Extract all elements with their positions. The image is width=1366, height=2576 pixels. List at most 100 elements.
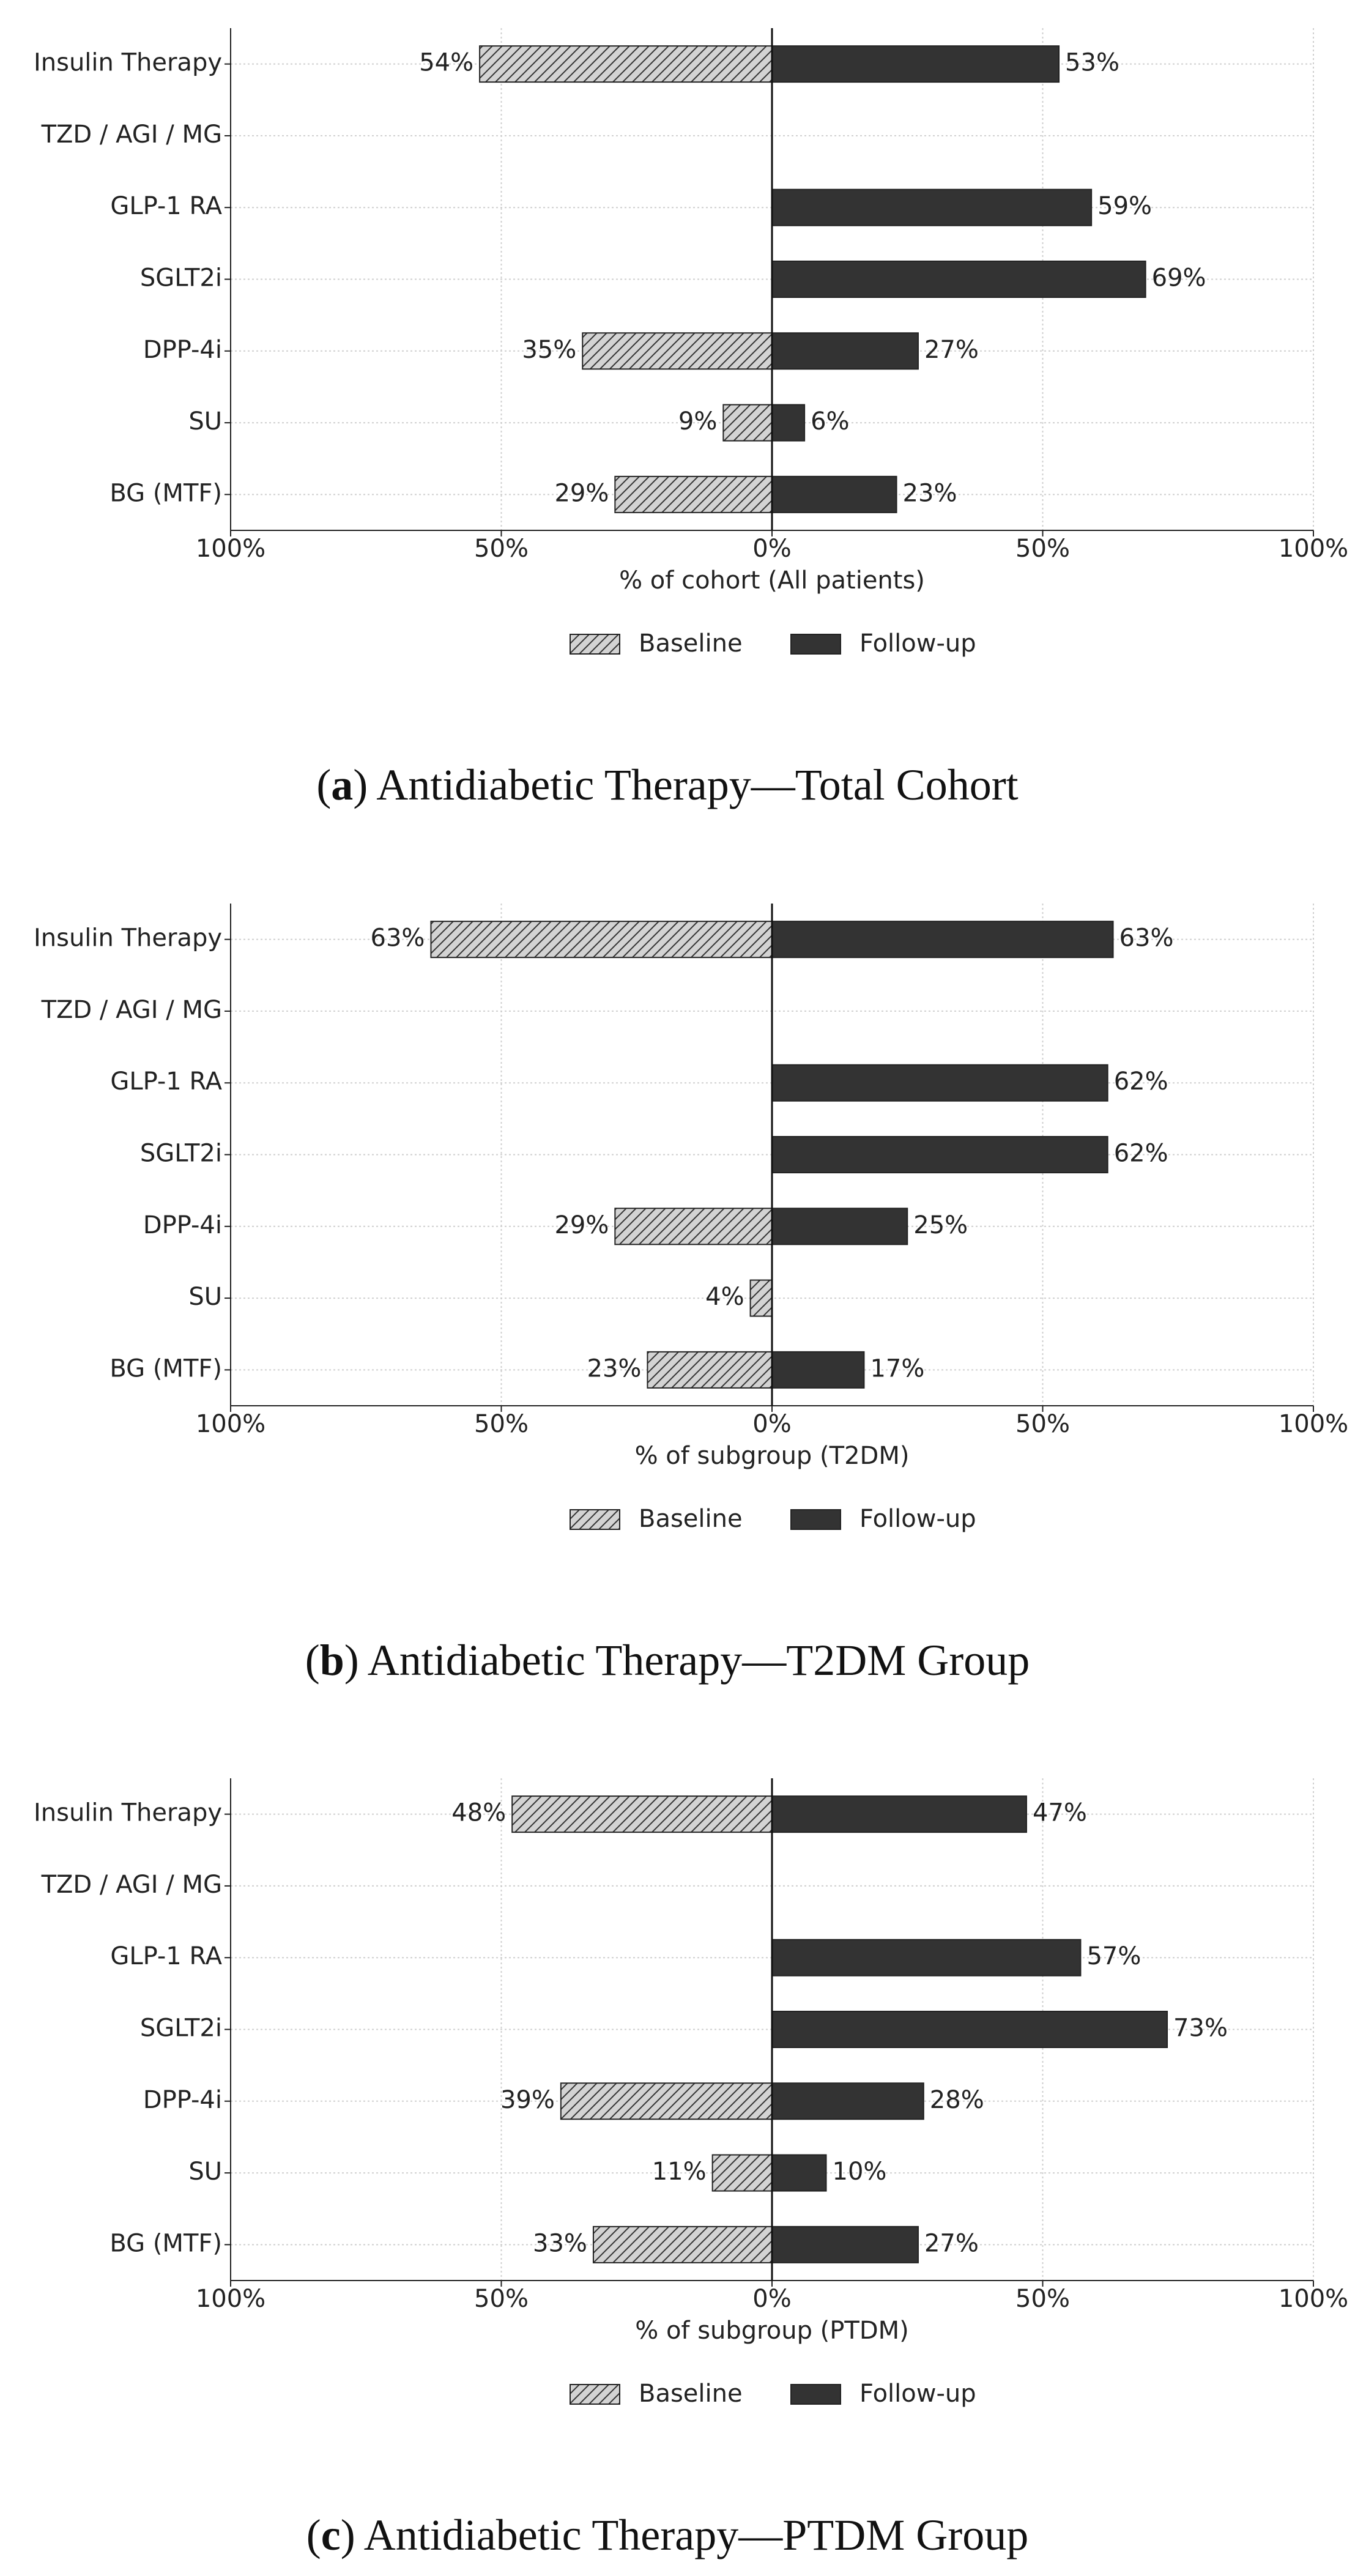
y-tick-label: SGLT2i xyxy=(140,2014,222,2043)
data-label: 59% xyxy=(1097,192,1152,220)
caption: (c) Antidiabetic Therapy—PTDM Group xyxy=(306,2511,1028,2559)
x-axis-label: % of subgroup (T2DM) xyxy=(635,1442,910,1470)
caption-part: ) Antidiabetic Therapy—T2DM Group xyxy=(344,1636,1030,1685)
data-label: 25% xyxy=(913,1211,968,1239)
y-tick-label: Insulin Therapy xyxy=(34,924,222,952)
data-label: 63% xyxy=(1119,924,1174,952)
bar xyxy=(711,2154,773,2192)
bar xyxy=(614,1208,773,1245)
legend-swatch xyxy=(790,1509,841,1530)
y-tick-label: TZD / AGI / MG xyxy=(41,996,222,1024)
x-tick-label: 0% xyxy=(752,2285,791,2313)
data-label: 23% xyxy=(903,479,957,507)
y-tick-label: TZD / AGI / MG xyxy=(41,121,222,149)
data-label: 27% xyxy=(924,336,979,364)
caption-part: ( xyxy=(306,2511,321,2559)
chart: 100% 50% 0% 50% 100% Insulin Therapy TZD / AGI… xyxy=(34,904,1348,1685)
x-axis-label: % of subgroup (PTDM) xyxy=(635,2317,909,2345)
data-label: 69% xyxy=(1152,264,1206,292)
y-tick-label: GLP-1 RA xyxy=(110,192,222,220)
data-label: 62% xyxy=(1114,1140,1168,1168)
y-tick-label: GLP-1 RA xyxy=(110,1942,222,1970)
bar xyxy=(771,2225,919,2263)
bar xyxy=(614,475,773,513)
y-tick-label: BG (MTF) xyxy=(110,2229,222,2257)
data-label: 33% xyxy=(533,2229,587,2257)
y-tick-label: DPP-4i xyxy=(143,2086,222,2114)
caption-part: c xyxy=(321,2511,341,2559)
y-tick-label: TZD / AGI / MG xyxy=(41,1871,222,1899)
caption-part: a xyxy=(331,760,353,809)
bar xyxy=(771,261,1146,298)
data-label: 35% xyxy=(522,336,576,364)
y-tick-label: SGLT2i xyxy=(140,1140,222,1168)
bar xyxy=(749,1279,773,1317)
data-label: 29% xyxy=(554,479,609,507)
y-tick-label: GLP-1 RA xyxy=(110,1067,222,1096)
bar xyxy=(722,404,773,442)
y-tick-label: SU xyxy=(188,1283,222,1311)
data-label: 11% xyxy=(652,2158,707,2186)
x-tick-label: 50% xyxy=(474,2285,529,2313)
x-tick-label: 100% xyxy=(196,535,265,563)
data-label: 63% xyxy=(371,924,425,952)
bar xyxy=(771,1795,1027,1833)
x-tick-label: 50% xyxy=(474,1410,529,1438)
data-label: 6% xyxy=(811,407,849,436)
bar xyxy=(771,1939,1082,1977)
x-tick-label: 100% xyxy=(1279,2285,1348,2313)
legend-swatch xyxy=(570,634,620,655)
data-label: 10% xyxy=(833,2158,887,2186)
y-tick-label: DPP-4i xyxy=(143,1211,222,1239)
chart: 100% 50% 0% 50% 100% Insulin Therapy TZD / AGI… xyxy=(34,1778,1348,2559)
data-label: 27% xyxy=(924,2229,979,2257)
x-axis-label: % of cohort (All patients) xyxy=(619,566,925,595)
bar xyxy=(771,188,1093,226)
y-tick-label: DPP-4i xyxy=(143,336,222,364)
x-tick-label: 0% xyxy=(752,1410,791,1438)
y-tick-label: Insulin Therapy xyxy=(34,49,222,77)
data-label: 9% xyxy=(678,407,717,436)
x-tick-label: 100% xyxy=(1279,535,1348,563)
bar xyxy=(771,1351,865,1389)
caption-part: ) Antidiabetic Therapy—PTDM Group xyxy=(341,2511,1028,2559)
y-tick-label: BG (MTF) xyxy=(110,479,222,507)
data-label: 17% xyxy=(870,1354,924,1383)
data-label: 53% xyxy=(1065,49,1119,77)
legend-swatch xyxy=(570,2384,620,2405)
chart: 100% 50% 0% 50% 100% Insulin Therapy TZD / AGI… xyxy=(34,28,1348,809)
bar xyxy=(771,2011,1168,2048)
legend-label: Follow-up xyxy=(859,2380,976,2408)
bar xyxy=(771,332,919,370)
legend-label: Follow-up xyxy=(859,1505,976,1533)
bar xyxy=(647,1351,773,1389)
x-tick-label: 100% xyxy=(196,1410,265,1438)
bar xyxy=(582,332,773,370)
data-label: 4% xyxy=(705,1283,744,1311)
caption-part: ( xyxy=(305,1636,320,1685)
bar xyxy=(430,921,773,959)
x-tick-label: 50% xyxy=(474,535,529,563)
x-tick-label: 0% xyxy=(752,535,791,563)
x-tick-label: 100% xyxy=(196,2285,265,2313)
bar xyxy=(592,2225,773,2263)
legend-label: Follow-up xyxy=(859,629,976,658)
caption-part: ( xyxy=(316,760,331,809)
caption-part: b xyxy=(320,1636,344,1685)
bar xyxy=(771,45,1060,83)
legend-swatch xyxy=(790,2384,841,2405)
bar xyxy=(771,475,897,513)
bar xyxy=(771,2154,827,2192)
caption-part: ) Antidiabetic Therapy—Total Cohort xyxy=(353,760,1018,809)
y-tick-label: SU xyxy=(188,2158,222,2186)
data-label: 48% xyxy=(451,1799,506,1827)
y-tick-label: SGLT2i xyxy=(140,264,222,292)
bar xyxy=(479,45,773,83)
data-label: 57% xyxy=(1086,1942,1141,1970)
bar xyxy=(771,1136,1108,1173)
y-tick-label: Insulin Therapy xyxy=(34,1799,222,1827)
bar xyxy=(771,404,806,442)
y-tick-label: SU xyxy=(188,407,222,436)
x-tick-label: 50% xyxy=(1015,1410,1070,1438)
